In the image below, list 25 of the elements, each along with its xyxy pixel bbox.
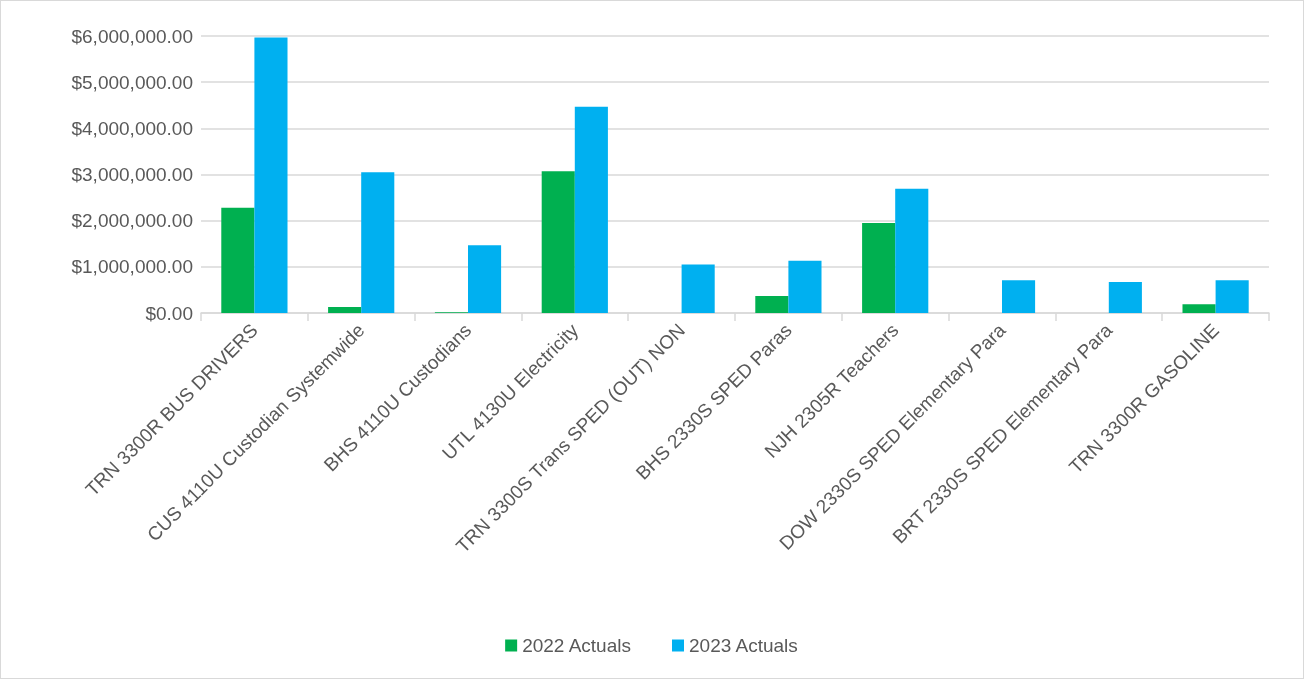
bar — [328, 307, 362, 313]
y-tick-label: $0.00 — [145, 302, 193, 324]
bar — [1215, 280, 1249, 313]
legend-label: 2023 Actuals — [689, 635, 798, 656]
bar — [361, 172, 395, 313]
bar — [541, 171, 575, 313]
bar — [788, 260, 822, 313]
y-tick-label: $5,000,000.00 — [71, 71, 193, 93]
bar — [1182, 304, 1216, 313]
legend-label: 2022 Actuals — [522, 635, 631, 656]
bar — [468, 245, 502, 313]
y-tick-label: $6,000,000.00 — [71, 25, 193, 47]
bar — [574, 106, 608, 313]
bar — [221, 207, 255, 313]
y-tick-label: $2,000,000.00 — [71, 210, 193, 232]
y-tick-label: $3,000,000.00 — [71, 164, 193, 185]
bar — [755, 295, 789, 313]
y-tick-label: $4,000,000.00 — [71, 117, 193, 139]
bar — [681, 264, 715, 313]
bar — [1002, 280, 1036, 313]
bar — [862, 222, 896, 313]
bar — [895, 188, 929, 313]
bar — [254, 37, 288, 313]
bar — [1108, 282, 1142, 313]
y-tick-label: $1,000,000.00 — [71, 256, 193, 278]
